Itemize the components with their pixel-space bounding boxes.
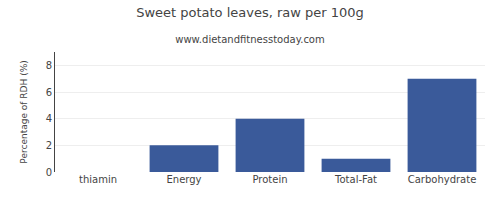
svg-text:2: 2 xyxy=(46,140,52,151)
svg-text:6: 6 xyxy=(46,87,52,98)
svg-text:Energy: Energy xyxy=(166,174,201,185)
svg-text:thiamin: thiamin xyxy=(79,174,117,185)
svg-text:Protein: Protein xyxy=(252,174,287,185)
svg-text:8: 8 xyxy=(46,60,52,71)
svg-text:www.dietandfitnesstoday.com: www.dietandfitnesstoday.com xyxy=(175,34,324,45)
svg-text:Percentage of RDH (%): Percentage of RDH (%) xyxy=(19,60,29,163)
svg-text:Carbohydrate: Carbohydrate xyxy=(408,174,477,185)
svg-text:4: 4 xyxy=(46,113,52,124)
svg-text:Sweet potato leaves, raw per 1: Sweet potato leaves, raw per 100g xyxy=(136,5,364,20)
svg-text:Total-Fat: Total-Fat xyxy=(334,174,377,185)
svg-text:0: 0 xyxy=(46,167,52,178)
